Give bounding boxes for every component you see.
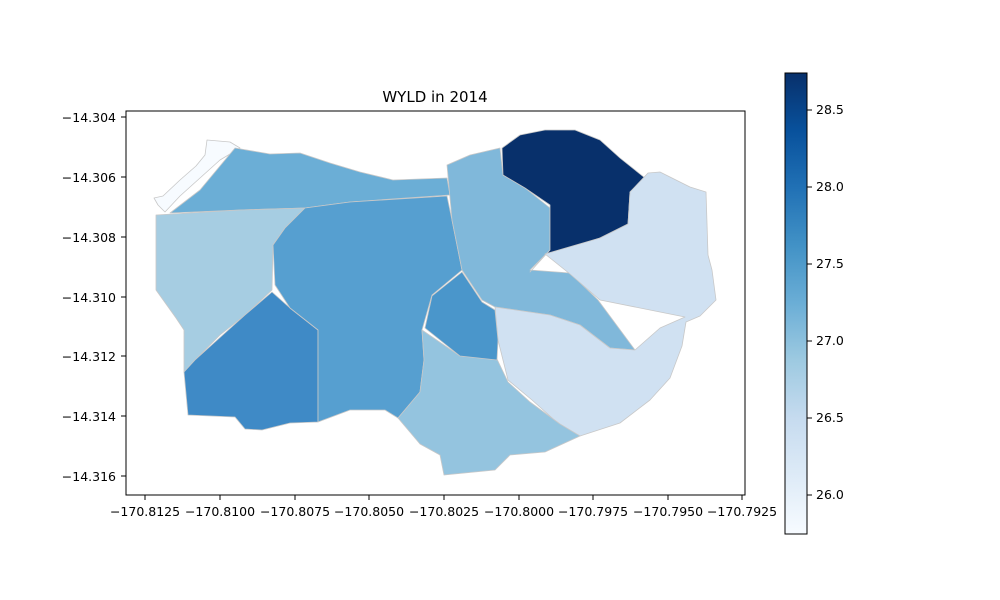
colorbar-tick-label: 27.0 [816, 333, 844, 348]
axes-frame [125, 110, 746, 496]
map-region [494, 171, 717, 437]
y-tick-label: −14.304 [62, 110, 116, 125]
y-tick-label: −14.316 [62, 469, 116, 484]
x-tick-label: −170.8050 [334, 504, 404, 519]
y-tick-label: −14.314 [62, 409, 116, 424]
colorbar-gradient [784, 72, 808, 535]
x-tick-label: −170.8025 [409, 504, 479, 519]
colorbar-tick-label: 26.0 [816, 487, 844, 502]
x-tick-label: −170.7975 [558, 504, 628, 519]
y-tick-label: −14.310 [62, 290, 116, 305]
map-regions [153, 129, 717, 476]
colorbar-tick-label: 28.5 [816, 102, 844, 117]
y-tick-label: −14.306 [62, 170, 116, 185]
x-tick-label: −170.7925 [707, 504, 777, 519]
x-tick-label: −170.8075 [260, 504, 330, 519]
x-tick-label: −170.8000 [484, 504, 554, 519]
colorbar-tick-label: 27.5 [816, 256, 844, 271]
x-axis: −170.8125 −170.8100 −170.8075 −170.8050 … [110, 495, 777, 519]
map-region [397, 329, 581, 476]
x-tick-label: −170.7950 [633, 504, 703, 519]
x-tick-label: −170.8125 [110, 504, 180, 519]
colorbar-tick-label: 28.0 [816, 179, 844, 194]
colorbar-tick-label: 26.5 [816, 410, 844, 425]
y-tick-label: −14.308 [62, 230, 116, 245]
map-region [424, 271, 499, 361]
x-tick-label: −170.8100 [185, 504, 255, 519]
chart-title: WYLD in 2014 [382, 88, 487, 106]
y-axis: −14.304 −14.306 −14.308 −14.310 −14.312 … [62, 110, 126, 484]
y-tick-label: −14.312 [62, 349, 116, 364]
colorbar: 26.0 26.5 27.0 27.5 28.0 28.5 [784, 72, 844, 535]
